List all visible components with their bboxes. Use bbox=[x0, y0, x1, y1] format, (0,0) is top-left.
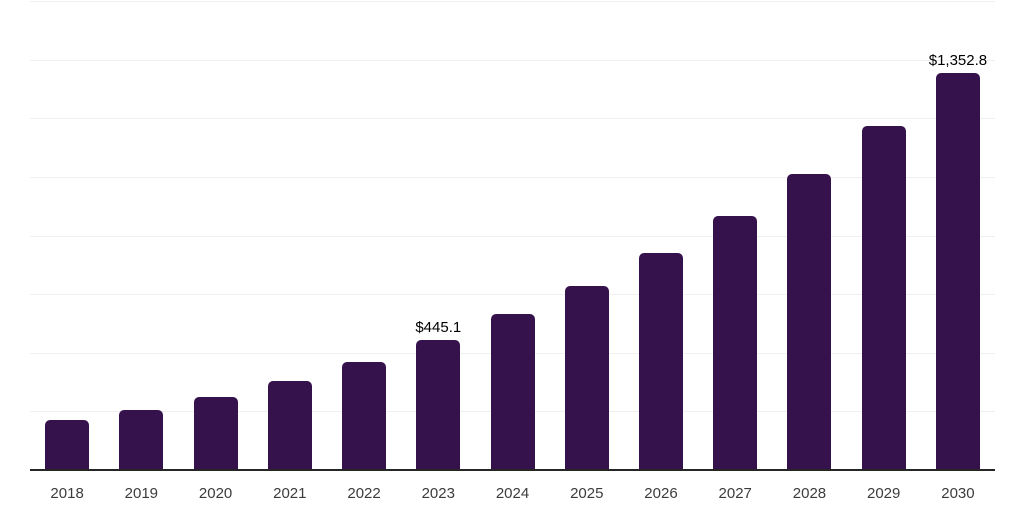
bar-2024[interactable] bbox=[490, 314, 535, 470]
bar-2023[interactable] bbox=[416, 339, 461, 470]
bar-2028[interactable] bbox=[787, 173, 832, 470]
bar-2026[interactable] bbox=[638, 253, 683, 470]
plot-area: $445.1 $1,352.8 bbox=[30, 1, 995, 470]
chart-column-2028 bbox=[772, 1, 846, 470]
x-tick-label-2018: 2018 bbox=[50, 485, 84, 502]
data-label-2023: $445.1 bbox=[415, 318, 462, 336]
data-label-2030: $1,352.8 bbox=[928, 52, 988, 70]
gridline-1600 bbox=[30, 1, 995, 2]
chart-column-2023: $445.1 bbox=[401, 1, 475, 470]
chart-column-2029 bbox=[847, 1, 921, 470]
x-tick-label-2020: 2020 bbox=[198, 485, 233, 502]
chart-column-2022 bbox=[327, 1, 401, 470]
gridline-1000 bbox=[30, 176, 995, 178]
x-tick-label-2022: 2022 bbox=[347, 485, 381, 502]
bar-2018[interactable] bbox=[45, 419, 90, 470]
chart-column-2026 bbox=[624, 1, 698, 470]
chart-column-2030: $1,352.8 bbox=[921, 1, 995, 470]
x-tick-label-2028: 2028 bbox=[792, 485, 827, 502]
x-tick-label-2024: 2024 bbox=[495, 485, 530, 502]
chart-column-2027 bbox=[698, 1, 772, 470]
bar-2022[interactable] bbox=[342, 362, 387, 470]
bar-2021[interactable] bbox=[267, 380, 312, 470]
x-tick-label-2023: 2023 bbox=[421, 485, 455, 502]
bar-2029[interactable] bbox=[861, 126, 906, 470]
bar-2027[interactable] bbox=[713, 215, 758, 470]
x-tick-label-2026: 2026 bbox=[644, 485, 678, 502]
bar-2019[interactable] bbox=[119, 409, 164, 470]
chart-column-2021 bbox=[253, 1, 327, 470]
gridline-800 bbox=[30, 235, 995, 237]
x-axis-line bbox=[30, 469, 995, 471]
x-tick-label-2030: 2030 bbox=[941, 485, 975, 502]
chart-column-2024 bbox=[475, 1, 549, 470]
bar-2020[interactable] bbox=[193, 396, 238, 470]
bar-2025[interactable] bbox=[564, 285, 609, 470]
bar-2030[interactable] bbox=[935, 73, 980, 470]
chart-column-2020 bbox=[178, 1, 252, 470]
gridline-600 bbox=[30, 294, 995, 296]
x-tick-label-2021: 2021 bbox=[273, 485, 307, 502]
chart-column-2025 bbox=[550, 1, 624, 470]
chart-column-2018 bbox=[30, 1, 104, 470]
bars-container: $445.1 $1,352.8 bbox=[30, 1, 995, 470]
x-tick-label-2027: 2027 bbox=[718, 485, 752, 502]
x-axis-labels: 2018 2019 2020 2021 2022 2023 2024 2025 2026 2027… bbox=[30, 485, 995, 502]
x-tick-label-2025: 2025 bbox=[570, 485, 604, 502]
gridline-1200 bbox=[30, 118, 995, 120]
x-tick-label-2029: 2029 bbox=[867, 485, 901, 502]
chart-column-2019 bbox=[104, 1, 178, 470]
gridline-1400 bbox=[30, 59, 995, 61]
x-tick-label-2019: 2019 bbox=[124, 485, 159, 502]
